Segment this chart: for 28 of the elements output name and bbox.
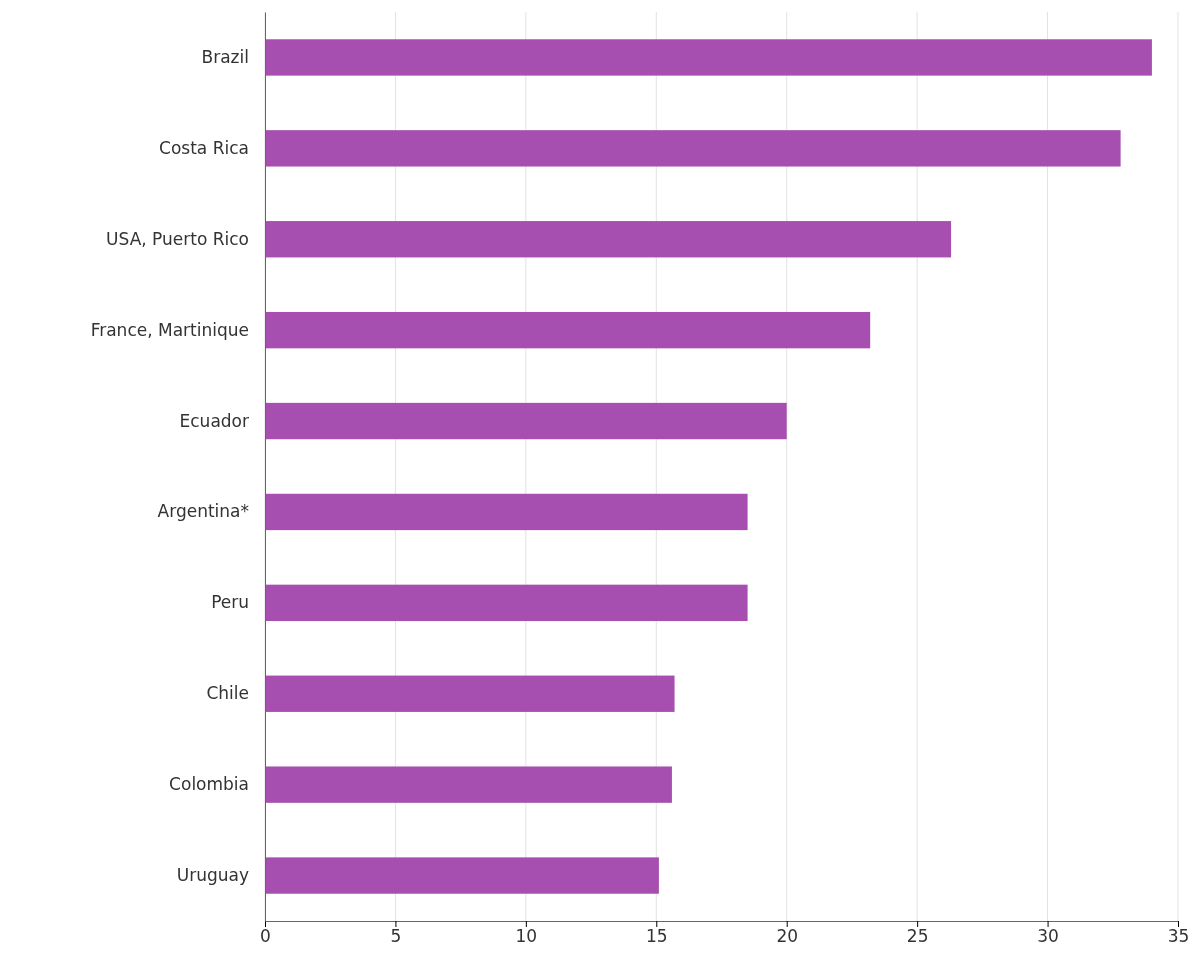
y-tick-label: Ecuador (179, 410, 249, 431)
bar (265, 857, 659, 894)
x-tick-label: 20 (776, 926, 799, 947)
x-tick-label: 0 (260, 926, 271, 947)
bar (265, 311, 871, 349)
y-tick-label: Chile (206, 683, 249, 704)
x-tick-label: 35 (1167, 926, 1190, 947)
bar (265, 130, 1121, 167)
x-tick-label: 30 (1037, 926, 1059, 947)
bar (265, 766, 672, 803)
y-tick-label: Peru (211, 592, 249, 613)
bar (265, 221, 952, 258)
y-tick-label: Colombia (169, 774, 249, 795)
y-tick-label: Brazil (201, 46, 249, 67)
y-tick-label: Uruguay (176, 864, 249, 885)
bar (265, 402, 787, 440)
x-tick-label: 10 (515, 926, 538, 947)
y-tick-label: Costa Rica (159, 137, 249, 158)
y-tick-label: France, Martinique (90, 319, 249, 340)
x-tick-label: 5 (390, 926, 402, 947)
bar (265, 675, 675, 712)
bar (265, 39, 1152, 76)
y-tick-label: USA, Puerto Rico (106, 228, 249, 249)
x-tick-label: 15 (645, 926, 668, 947)
bar (265, 584, 748, 622)
y-tick-label: Argentina* (157, 501, 249, 522)
bar (265, 493, 748, 531)
x-tick-label: 25 (906, 926, 929, 947)
